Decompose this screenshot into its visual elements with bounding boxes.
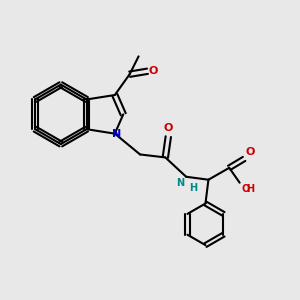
- Text: O: O: [149, 66, 158, 76]
- Text: H: H: [189, 183, 197, 193]
- Text: H: H: [246, 184, 254, 194]
- Text: N: N: [112, 129, 121, 139]
- Text: O: O: [246, 147, 255, 158]
- Text: O: O: [164, 123, 173, 133]
- Text: N: N: [176, 178, 185, 188]
- Text: O: O: [241, 184, 249, 194]
